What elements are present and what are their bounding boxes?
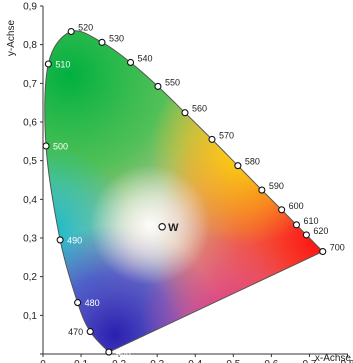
- wavelength-label: 700: [330, 243, 345, 253]
- x-axis-ticks: 0 0,1 0,2 0,3 0,4 0,5 0,6 0,7 0,8: [40, 354, 353, 363]
- wavelength-marker: [56, 236, 64, 244]
- wavelength-marker: [278, 206, 286, 214]
- y-tick-label: 0,9: [23, 2, 37, 13]
- y-axis-ticks: 0,1 0,2 0,3 0,4 0,5 0,6 0,7 0,8 0,9: [23, 2, 43, 355]
- wavelength-label: 600: [289, 201, 304, 211]
- wavelength-marker: [105, 348, 113, 356]
- wavelength-marker: [44, 60, 52, 68]
- wavelength-label: 490: [67, 235, 82, 245]
- y-tick-label: 0,6: [23, 118, 37, 129]
- wavelength-label: 560: [192, 104, 207, 114]
- white-point: W: [158, 222, 179, 234]
- wavelength-label: 520: [78, 23, 93, 33]
- wavelength-label: 400: [116, 348, 131, 358]
- x-axis-title: x-Achse: [315, 353, 352, 363]
- y-tick-label: 0,3: [23, 234, 37, 245]
- white-point-label: W: [168, 222, 179, 234]
- wavelength-marker: [42, 142, 50, 150]
- wavelength-marker: [86, 328, 94, 336]
- wavelength-label: 500: [53, 141, 68, 151]
- x-tick-label: 0,3: [150, 359, 164, 363]
- wavelength-marker: [258, 186, 266, 194]
- wavelength-label: 510: [55, 60, 70, 70]
- wavelength-marker: [208, 135, 216, 143]
- x-tick-label: 0,1: [74, 359, 88, 363]
- wavelength-marker: [67, 27, 75, 36]
- wavelength-marker: [302, 231, 310, 239]
- y-tick-label: 0,8: [23, 40, 37, 51]
- y-tick-label: 0,1: [23, 311, 37, 322]
- wavelength-marker: [292, 221, 301, 229]
- wavelength-marker: [234, 162, 242, 170]
- wavelength-label: 580: [245, 157, 260, 167]
- wavelength-marker: [181, 109, 189, 117]
- wavelength-label: 620: [313, 226, 328, 236]
- x-tick-label: 0,8: [341, 359, 353, 363]
- y-axis-title: y-Achse: [6, 20, 17, 57]
- wavelength-marker: [98, 38, 106, 46]
- wavelength-label: 590: [269, 181, 284, 191]
- y-tick-label: 0,4: [23, 195, 37, 206]
- white-point-marker: [158, 223, 166, 231]
- wavelength-marker: [154, 82, 162, 90]
- x-tick-label: 0,4: [188, 359, 202, 363]
- wavelength-label: 540: [138, 53, 153, 63]
- wavelength-label: 470: [68, 327, 83, 337]
- wavelength-label: 610: [303, 216, 318, 226]
- wavelength-label: 550: [165, 77, 180, 87]
- x-tick-label: 0,7: [302, 359, 316, 363]
- y-tick-label: 0,7: [23, 79, 37, 90]
- x-tick-label: 0,5: [226, 359, 240, 363]
- wavelength-marker: [126, 58, 135, 67]
- wavelength-label: 570: [219, 130, 234, 140]
- x-tick-label: 0: [40, 359, 46, 363]
- x-tick-label: 0,2: [112, 359, 126, 363]
- wavelength-marker: [319, 247, 327, 256]
- y-tick-label: 0,2: [23, 272, 37, 283]
- wavelength-label: 530: [109, 33, 124, 43]
- wavelength-label: 480: [85, 298, 100, 308]
- y-tick-label: 0,5: [23, 156, 37, 167]
- x-tick-label: 0,6: [264, 359, 278, 363]
- wavelength-markers: 400 470 480 490 500 510 520 530 540 550 560 570 580 5…: [42, 23, 345, 358]
- wavelength-marker: [74, 299, 82, 307]
